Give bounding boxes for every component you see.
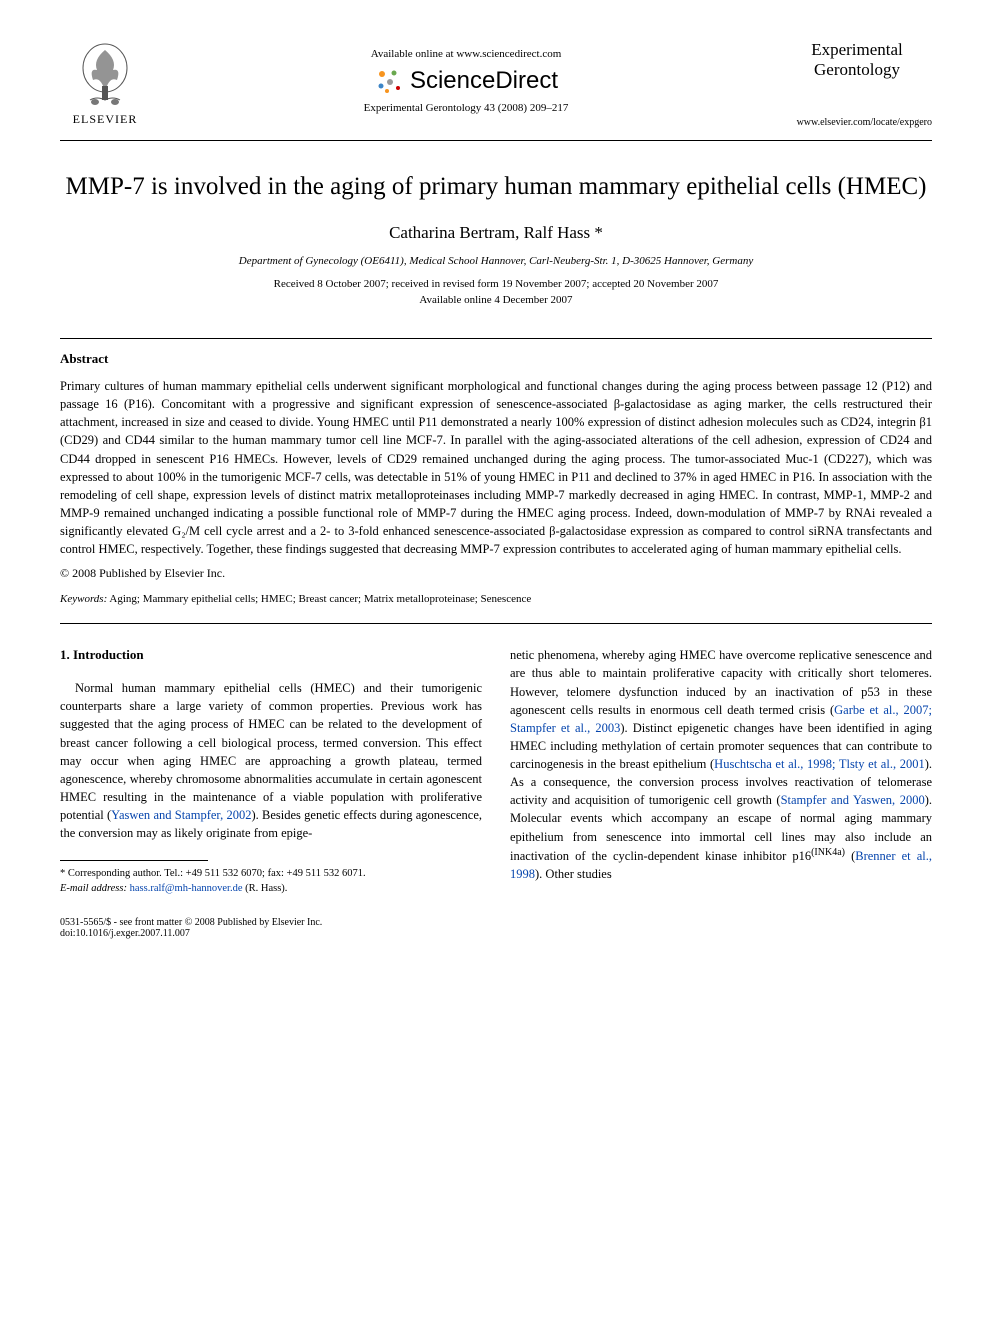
intro-text-2f: ). Other studies xyxy=(535,867,612,881)
body-columns: 1. Introduction Normal human mammary epi… xyxy=(60,646,932,896)
intro-para-left: Normal human mammary epithelial cells (H… xyxy=(60,679,482,842)
issn-line: 0531-5565/$ - see front matter © 2008 Pu… xyxy=(60,917,322,928)
email-suffix: (R. Hass). xyxy=(243,883,288,894)
author-list: Catharina Bertram, Ralf Hass * xyxy=(60,223,932,243)
available-online-text: Available online at www.sciencedirect.co… xyxy=(150,48,782,60)
journal-name: Experimental Gerontology xyxy=(782,40,932,81)
intro-text-1a: Normal human mammary epithelial cells (H… xyxy=(60,681,482,822)
sciencedirect-text: ScienceDirect xyxy=(410,67,558,95)
abstract-heading: Abstract xyxy=(60,351,932,367)
column-right: netic phenomena, whereby aging HMEC have… xyxy=(510,646,932,896)
article-title: MMP-7 is involved in the aging of primar… xyxy=(60,171,932,204)
email-note: E-mail address: hass.ralf@mh-hannover.de… xyxy=(60,882,482,897)
footer-left: 0531-5565/$ - see front matter © 2008 Pu… xyxy=(60,917,322,939)
citation-link[interactable]: Huschtscha et al., 1998; Tlsty et al., 2… xyxy=(714,757,925,771)
elsevier-tree-icon xyxy=(75,40,135,110)
article-dates: Received 8 October 2007; received in rev… xyxy=(60,277,932,308)
journal-name-line2: Gerontology xyxy=(814,60,900,79)
intro-heading: 1. Introduction xyxy=(60,646,482,665)
citation-link[interactable]: Yaswen and Stampfer, 2002 xyxy=(111,808,251,822)
publisher-label: ELSEVIER xyxy=(73,112,138,127)
keywords-block: Keywords: Aging; Mammary epithelial cell… xyxy=(60,593,932,605)
abstract-body: Primary cultures of human mammary epithe… xyxy=(60,377,932,558)
abstract-copyright: © 2008 Published by Elsevier Inc. xyxy=(60,566,932,581)
keywords-label: Keywords: xyxy=(60,593,107,605)
email-link[interactable]: hass.ralf@mh-hannover.de xyxy=(127,883,243,894)
email-label: E-mail address: xyxy=(60,883,127,894)
ink4a-superscript: (INK4a) xyxy=(811,847,845,858)
journal-header: ELSEVIER Available online at www.science… xyxy=(60,40,932,141)
intro-text-2e: ( xyxy=(845,849,855,863)
footnote-divider xyxy=(60,860,208,861)
intro-para-right: netic phenomena, whereby aging HMEC have… xyxy=(510,646,932,883)
page-footer: 0531-5565/$ - see front matter © 2008 Pu… xyxy=(60,917,932,939)
dates-line2: Available online 4 December 2007 xyxy=(419,294,572,306)
journal-logo-block: Experimental Gerontology www.elsevier.co… xyxy=(782,40,932,128)
affiliation: Department of Gynecology (OE6411), Medic… xyxy=(60,255,932,267)
sciencedirect-icon xyxy=(374,66,404,96)
dates-line1: Received 8 October 2007; received in rev… xyxy=(274,278,719,290)
publisher-logo-block: ELSEVIER xyxy=(60,40,150,127)
keywords-text: Aging; Mammary epithelial cells; HMEC; B… xyxy=(107,593,531,605)
journal-name-line1: Experimental xyxy=(811,40,903,59)
sciencedirect-brand: ScienceDirect xyxy=(150,66,782,96)
column-left: 1. Introduction Normal human mammary epi… xyxy=(60,646,482,896)
divider xyxy=(60,623,932,624)
journal-url: www.elsevier.com/locate/expgero xyxy=(782,117,932,128)
corresponding-author-note: * Corresponding author. Tel.: +49 511 53… xyxy=(60,867,482,882)
doi: doi:10.1016/j.exger.2007.11.007 xyxy=(60,928,322,939)
citation-link[interactable]: Stampfer and Yaswen, 2000 xyxy=(781,793,925,807)
divider xyxy=(60,338,932,339)
journal-reference: Experimental Gerontology 43 (2008) 209–2… xyxy=(150,102,782,114)
header-center: Available online at www.sciencedirect.co… xyxy=(150,40,782,114)
